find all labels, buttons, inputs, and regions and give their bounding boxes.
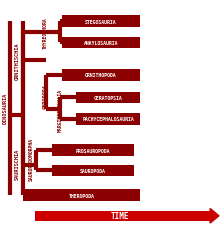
- FancyBboxPatch shape: [35, 211, 210, 221]
- FancyBboxPatch shape: [76, 92, 140, 104]
- Text: THEROPODA: THEROPODA: [69, 193, 95, 198]
- Text: CEROPODA: CEROPODA: [43, 83, 47, 108]
- Text: PACHYCEPHALOSAURIA: PACHYCEPHALOSAURIA: [82, 117, 134, 122]
- FancyBboxPatch shape: [23, 189, 140, 201]
- FancyBboxPatch shape: [52, 145, 134, 156]
- FancyBboxPatch shape: [62, 16, 140, 28]
- Text: SAURISCHIA: SAURISCHIA: [15, 148, 20, 180]
- Text: THYREOPHORA: THYREOPHORA: [43, 17, 47, 49]
- FancyBboxPatch shape: [62, 37, 140, 49]
- FancyBboxPatch shape: [76, 113, 140, 125]
- Text: TIME: TIME: [111, 211, 130, 220]
- Polygon shape: [210, 209, 219, 223]
- Text: SAUROPODA: SAUROPODA: [80, 168, 106, 173]
- Text: MARGINOCEPHALIA: MARGINOCEPHALIA: [58, 89, 63, 132]
- Text: CERATOPSIA: CERATOPSIA: [94, 95, 123, 100]
- FancyBboxPatch shape: [52, 165, 134, 176]
- FancyBboxPatch shape: [62, 70, 140, 81]
- Text: DINOSAURIA: DINOSAURIA: [3, 92, 8, 124]
- Text: STEGOSAURIA: STEGOSAURIA: [85, 19, 117, 25]
- Text: ORNITHOPODA: ORNITHOPODA: [85, 73, 117, 78]
- Text: SAUROPODOMORPHA: SAUROPODOMORPHA: [29, 137, 34, 180]
- Text: ANKYLOSAURIA: ANKYLOSAURIA: [84, 41, 118, 46]
- Text: ORNITHISCHIA: ORNITHISCHIA: [15, 42, 20, 80]
- Text: PROSAUROPODA: PROSAUROPODA: [75, 148, 110, 153]
